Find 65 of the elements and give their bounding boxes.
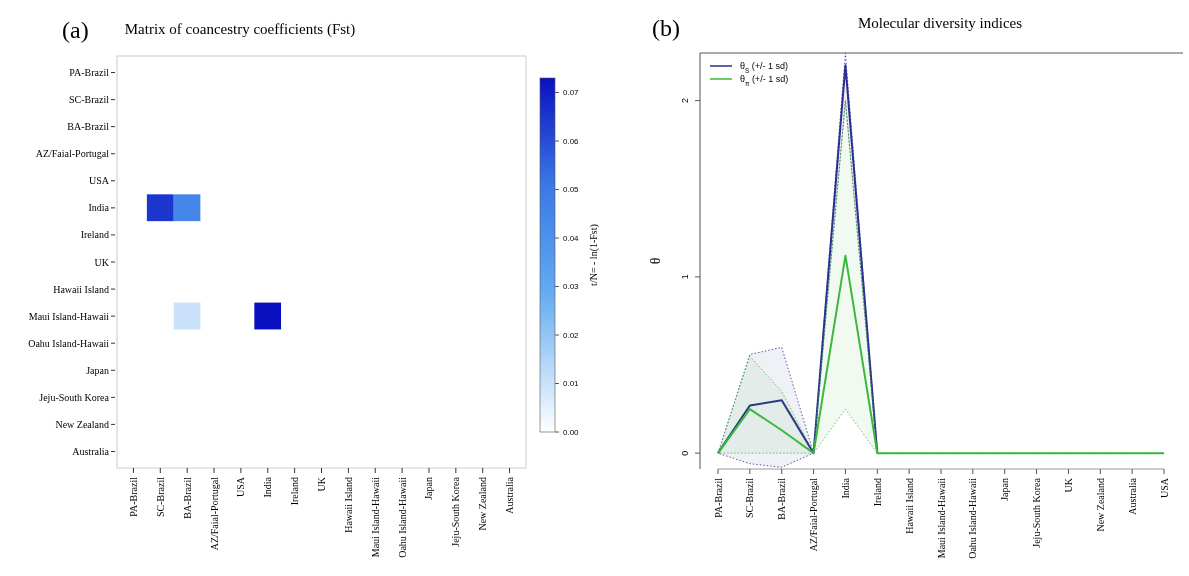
- x-tick-label: Ireland: [871, 478, 883, 507]
- x-tick-label: Oahu Island-Hawaii: [396, 476, 408, 558]
- line-series: [717, 254, 1165, 455]
- y-tick-label: BA-Brazil: [67, 121, 110, 133]
- text: (a): [62, 17, 89, 43]
- x-tick-label: PA-Brazil: [712, 477, 724, 518]
- color-bar-label: 0.03: [563, 282, 580, 292]
- y-tick-label: Oahu Island-Hawaii: [28, 337, 110, 349]
- x-tick-label: Jeju-South Korea: [1031, 477, 1043, 548]
- x-tick-label: BA-Brazil: [181, 476, 193, 519]
- y-tick-label: 0: [680, 450, 690, 456]
- x-tick-label: Ireland: [289, 477, 301, 506]
- color-bar-label: 0.02: [563, 330, 580, 340]
- x-tick-label: SC-Brazil: [154, 476, 166, 517]
- x-tick-label: New Zealand: [1094, 478, 1106, 532]
- x-tick-label: SC-Brazil: [744, 477, 756, 518]
- y-tick-label: Ireland: [80, 229, 109, 241]
- x-tick-label: Australia: [504, 476, 516, 514]
- y-tick-label: UK: [94, 256, 110, 268]
- x-tick-label: BA-Brazil: [776, 477, 788, 520]
- x-tick-label: PA-Brazil: [127, 476, 139, 517]
- legend-label: θ$_{π}$ (+/- 1 sd): [740, 74, 789, 87]
- x-tick-label: Jeju-South Korea: [450, 476, 462, 547]
- x-tick-label: UK: [1062, 477, 1074, 493]
- x-tick-label: Hawaii Island: [903, 478, 915, 534]
- x-tick-label: India: [839, 477, 851, 499]
- color-bar-label: 0.06: [563, 136, 580, 146]
- x-tick-label: USA: [1158, 477, 1170, 499]
- y-axis-title: θ: [648, 257, 663, 265]
- color-bar-title: t/N= - ln(1-Fst): [588, 224, 600, 286]
- color-bar-label: 0.04: [563, 233, 580, 243]
- y-tick-label: 1: [680, 274, 690, 280]
- y-tick-label: Hawaii Island: [53, 283, 109, 295]
- text: (b): [652, 15, 680, 41]
- y-tick-label: SC-Brazil: [69, 94, 110, 106]
- y-tick-label: India: [88, 202, 110, 214]
- x-tick-label: Japan: [999, 478, 1011, 501]
- x-tick-label: AZ/Faial-Portugal: [208, 476, 220, 551]
- x-tick-label: New Zealand: [477, 477, 489, 531]
- chart-title: Matrix of coancestry coefficients (Fst): [124, 21, 356, 38]
- y-tick-label: Jeju-South Korea: [39, 391, 110, 403]
- x-tick-label: USA: [235, 476, 247, 498]
- y-tick-label: Japan: [86, 364, 109, 376]
- x-tick-label: UK: [316, 476, 327, 492]
- x-tick-label: AZ/Faial-Portugal: [808, 477, 820, 552]
- color-bar-label: 0.00: [563, 427, 580, 437]
- y-tick-label: New Zealand: [55, 418, 109, 430]
- legend-label: θ$_{S}$ (+/- 1 sd): [740, 61, 788, 74]
- x-tick-label: Oahu Island-Hawaii: [967, 477, 979, 559]
- y-tick-label: AZ/Faial-Portugal: [35, 148, 110, 160]
- color-bar-label: 0.01: [563, 379, 580, 389]
- y-tick-label: Australia: [72, 445, 110, 457]
- x-tick-label: Maui Island-Hawaii: [935, 477, 947, 559]
- x-tick-label: Australia: [1126, 477, 1138, 515]
- x-tick-label: Hawaii Island: [342, 477, 354, 533]
- y-tick-label: 2: [680, 98, 690, 104]
- x-tick-label: Japan: [423, 477, 435, 500]
- color-bar-label: 0.07: [563, 88, 580, 98]
- x-tick-label: India: [262, 476, 274, 498]
- y-tick-label: Maui Island-Hawaii: [28, 310, 110, 322]
- chart-title: Molecular diversity indices: [857, 15, 1023, 31]
- color-bar-label: 0.05: [563, 185, 580, 195]
- x-tick-label: Maui Island-Hawaii: [369, 476, 381, 558]
- y-tick-label: USA: [88, 175, 110, 187]
- y-tick-label: PA-Brazil: [69, 67, 110, 79]
